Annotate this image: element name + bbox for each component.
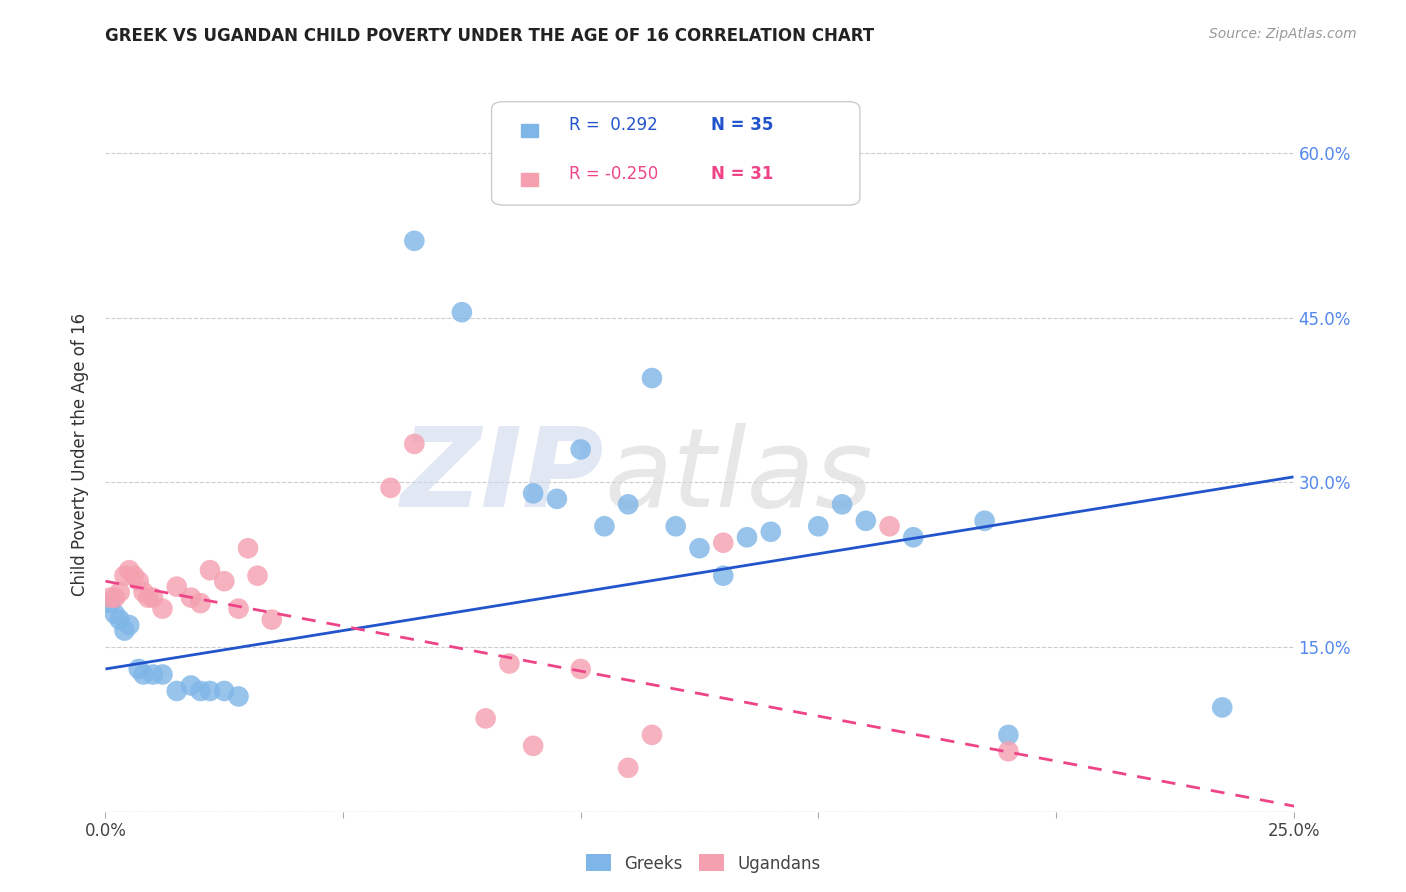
Point [689,541,711,556]
Y-axis label: Child Poverty Under the Age of 16: Child Poverty Under the Age of 16 [72,313,90,597]
Point [180,678,202,692]
Point [711,568,734,582]
Point [142,667,165,681]
Point [997,728,1019,742]
Point [104,607,127,621]
Point [98,596,121,610]
Point [735,530,758,544]
Point [641,728,664,742]
Text: atlas: atlas [605,423,873,530]
FancyBboxPatch shape [492,102,860,205]
Point [617,497,640,511]
Point [198,563,221,577]
Point [104,591,127,605]
Point [569,442,592,457]
Point [617,761,640,775]
Point [522,739,544,753]
Text: Source: ZipAtlas.com: Source: ZipAtlas.com [1209,27,1357,41]
Point [108,585,131,599]
Point [641,371,664,385]
Point [132,667,155,681]
Point [260,613,283,627]
Point [198,684,221,698]
Text: R =  0.292: R = 0.292 [569,116,658,134]
Point [166,580,188,594]
Point [128,574,150,589]
Point [1211,700,1233,714]
Point [236,541,259,556]
Point [114,568,136,582]
Point [118,563,141,577]
Text: ZIP: ZIP [401,423,605,530]
Point [180,591,202,605]
Point [997,744,1019,758]
Bar [522,124,538,136]
Point [665,519,688,533]
Point [136,591,159,605]
Point [128,662,150,676]
Legend: Greeks, Ugandans: Greeks, Ugandans [579,847,827,880]
Point [142,591,165,605]
Point [498,657,520,671]
Point [855,514,877,528]
Point [450,305,472,319]
Point [569,662,592,676]
Point [380,481,402,495]
Point [214,684,236,698]
Point [879,519,901,533]
Point [152,667,174,681]
Point [903,530,925,544]
Point [122,568,145,582]
Point [593,519,616,533]
Point [831,497,853,511]
Point [166,684,188,698]
Bar [522,173,538,186]
Point [190,596,212,610]
Point [132,585,155,599]
Point [98,591,121,605]
Point [190,684,212,698]
Text: N = 31: N = 31 [711,166,773,184]
Point [152,601,174,615]
Point [973,514,995,528]
Point [807,519,830,533]
Point [214,574,236,589]
Point [404,437,426,451]
Point [228,690,250,704]
Point [759,524,782,539]
Point [118,618,141,632]
Point [546,491,568,506]
Point [711,535,734,549]
Point [246,568,269,582]
Text: R = -0.250: R = -0.250 [569,166,658,184]
Point [114,624,136,638]
Point [108,613,131,627]
Point [522,486,544,500]
Point [474,711,496,725]
Text: N = 35: N = 35 [711,116,773,134]
Text: GREEK VS UGANDAN CHILD POVERTY UNDER THE AGE OF 16 CORRELATION CHART: GREEK VS UGANDAN CHILD POVERTY UNDER THE… [105,27,875,45]
Point [404,234,426,248]
Point [228,601,250,615]
